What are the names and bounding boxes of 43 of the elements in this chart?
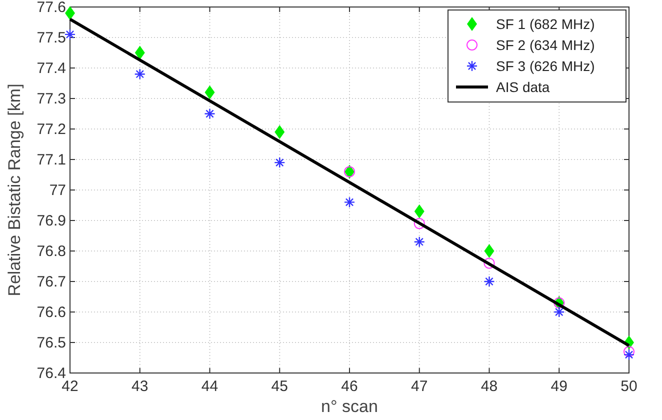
legend-label: AIS data [496, 79, 550, 95]
y-tick-label: 76.8 [36, 243, 66, 260]
point [484, 258, 495, 269]
x-tick-label: 43 [132, 378, 148, 395]
point [134, 68, 146, 80]
y-tick-label: 77.1 [36, 152, 66, 168]
y-tick-label: 77.4 [36, 60, 66, 77]
point [274, 125, 285, 140]
point [554, 306, 565, 318]
point [484, 244, 494, 258]
legend-label: SF 1 (682 MHz) [496, 16, 595, 32]
x-tick-label: 46 [341, 378, 358, 395]
point [624, 346, 634, 358]
x-tick-label: 48 [480, 378, 498, 395]
x-tick-label: 45 [271, 378, 288, 395]
point [64, 28, 76, 40]
y-axis-title: Relative Bistatic Range [km] [5, 84, 24, 296]
point [414, 236, 425, 248]
point [274, 156, 286, 168]
point [484, 276, 495, 288]
y-tick-label: 76.6 [36, 304, 66, 321]
x-axis-title: n° scan [321, 397, 378, 416]
point [623, 349, 635, 360]
x-tick-label: 47 [411, 378, 428, 395]
y-tick-label: 77.5 [36, 30, 66, 46]
y-tick-label: 77.2 [36, 121, 66, 138]
y-tick-label: 76.5 [36, 334, 66, 352]
point [414, 218, 425, 230]
x-tick-label: 50 [620, 378, 638, 395]
point [344, 196, 356, 208]
y-tick-label: 77.6 [36, 0, 66, 16]
y-tick-label: 77 [49, 182, 66, 199]
point [204, 108, 216, 120]
x-tick-label: 44 [201, 378, 218, 395]
point [414, 204, 424, 218]
y-tick-label: 76.9 [36, 212, 66, 230]
point [204, 85, 215, 100]
legend-label: SF 3 (626 MHz) [496, 58, 595, 74]
point [134, 46, 145, 60]
y-tick-label: 77.3 [36, 90, 66, 108]
y-tick-label: 76.7 [36, 274, 66, 290]
x-tick-label: 49 [550, 378, 568, 395]
legend-label: SF 2 (634 MHz) [496, 37, 595, 53]
